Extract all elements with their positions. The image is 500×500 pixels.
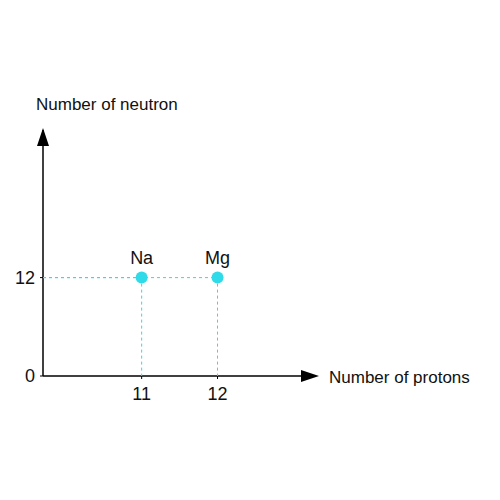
y-axis-arrow — [37, 128, 49, 146]
guide-line-vertical — [217, 278, 218, 376]
y-axis — [42, 130, 44, 376]
y-axis-title: Number of neutron — [36, 95, 178, 114]
x-tick — [141, 376, 142, 379]
chart-svg: 11 12 0 12 Number of neutron Number of proton… — [0, 0, 500, 500]
point-label: Na — [130, 248, 154, 268]
guide-line-horizontal — [43, 277, 218, 278]
y-tick-label: 0 — [25, 366, 35, 386]
y-tick-label: 12 — [15, 268, 35, 288]
plot-area — [43, 272, 224, 376]
chart-container: 11 12 0 12 Number of neutron Number of proton… — [0, 0, 500, 500]
point — [136, 272, 148, 284]
x-tick-label: 11 — [132, 384, 151, 404]
x-axis-title: Number of protons — [329, 368, 470, 387]
x-axis-arrow — [301, 370, 319, 382]
point — [212, 272, 224, 284]
guide-line-vertical — [141, 278, 142, 376]
x-axis — [43, 375, 301, 377]
y-tick — [40, 376, 43, 377]
point-label: Mg — [205, 248, 230, 268]
x-tick — [217, 376, 218, 379]
x-tick-label: 12 — [208, 384, 228, 404]
y-tick — [40, 277, 43, 278]
